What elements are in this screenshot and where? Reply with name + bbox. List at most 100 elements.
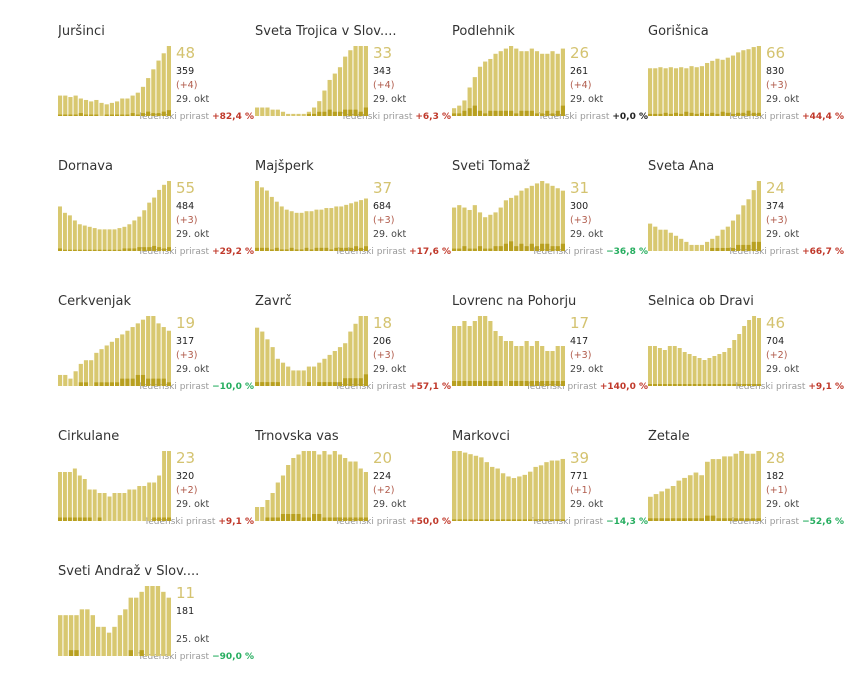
active-cases-bar: [312, 366, 317, 386]
active-cases-bar: [150, 586, 155, 656]
active-cases-bar: [555, 53, 560, 116]
sparkline-chart: [255, 181, 368, 251]
new-cases-bar: [498, 246, 503, 251]
new-cases-bar: [519, 110, 524, 116]
new-cases-bar: [140, 374, 146, 386]
active-cases-bar: [519, 51, 524, 116]
active-cases-bar: [349, 203, 354, 251]
weekly-growth: Tedenski prirast +29,2 %: [138, 247, 254, 257]
cumulative-count: 343: [373, 66, 392, 77]
new-cases-bar: [648, 518, 653, 521]
weekly-growth-label: Tedenski prirast: [335, 382, 407, 392]
active-cases-bar: [467, 209, 472, 251]
new-cases-bar: [329, 249, 334, 251]
municipality-name: Lovrenc na Pohorju: [452, 294, 577, 309]
municipality-card: Lovrenc na Pohorju 17 417 (+3) 29. okt Tedens…: [452, 294, 648, 429]
active-cases-bar: [710, 60, 715, 116]
active-cases-bar: [705, 241, 710, 251]
active-cases-bar: [462, 100, 467, 116]
active-cases-bar: [99, 102, 104, 116]
new-cases-bar: [457, 248, 462, 251]
active-cases-bar: [72, 468, 77, 521]
new-cases-bar: [127, 248, 132, 251]
current-value: 39: [570, 449, 590, 467]
new-cases-bar: [744, 518, 750, 521]
new-cases-bar: [349, 247, 354, 251]
new-cases-bar: [125, 378, 130, 386]
new-cases-bar: [707, 384, 712, 386]
active-cases-bar: [534, 51, 540, 116]
active-cases-bar: [279, 206, 284, 251]
active-cases-bar: [509, 46, 514, 116]
active-cases-bar: [135, 323, 140, 386]
new-cases-bar: [676, 518, 682, 521]
municipality-card: Gorišnica 66 830 (+3) 29. okt Tedenski priras…: [648, 24, 844, 159]
active-cases-bar: [483, 217, 488, 251]
new-cases-bar: [265, 382, 270, 386]
active-cases-bar: [509, 341, 514, 386]
new-cases-bar: [498, 381, 503, 386]
active-cases-bar: [752, 316, 757, 386]
active-cases-bar: [519, 346, 524, 386]
new-cases-bar: [457, 519, 462, 521]
new-cases-bar: [488, 110, 493, 116]
new-cases-bar: [694, 113, 699, 116]
new-cases-bar: [517, 519, 522, 521]
new-cases-bar: [72, 249, 77, 251]
active-cases-bar: [280, 362, 286, 386]
active-cases-bar: [720, 229, 725, 251]
active-cases-bar: [687, 354, 692, 386]
new-cases-bar: [514, 246, 519, 251]
date-label: 29. okt: [766, 364, 800, 375]
active-cases-bar: [255, 181, 259, 251]
active-cases-bar: [694, 244, 699, 251]
weekly-growth: Tedenski prirast +82,4 %: [138, 112, 254, 122]
weekly-growth-percent: +9,1 %: [808, 382, 844, 392]
cumulative-count: 181: [176, 606, 195, 617]
weekly-growth-percent: −90,0 %: [212, 652, 254, 662]
active-cases-bar: [270, 347, 275, 386]
active-cases-bar: [545, 183, 550, 251]
new-cases-bar: [747, 384, 752, 386]
new-cases-bar: [488, 248, 493, 251]
new-cases-bar: [741, 244, 746, 251]
new-cases-bar: [343, 109, 348, 116]
active-cases-bar: [498, 51, 503, 116]
new-cases-bar: [135, 374, 140, 386]
new-cases-bar: [750, 518, 756, 521]
active-cases-bar: [73, 371, 78, 386]
new-cases-bar: [692, 384, 697, 386]
active-cases-bar: [162, 184, 167, 251]
active-cases-bar: [139, 591, 144, 656]
new-cases-bar: [327, 382, 332, 386]
new-cases-bar: [472, 248, 477, 251]
active-cases-bar: [348, 461, 353, 521]
new-cases-bar: [498, 110, 503, 116]
new-cases-bar: [363, 374, 368, 386]
active-cases-bar: [89, 101, 94, 116]
new-cases-bar: [72, 517, 77, 521]
active-cases-bar: [137, 486, 142, 521]
date-label: 29. okt: [373, 364, 407, 375]
active-cases-bar: [457, 205, 462, 251]
active-cases-bar: [306, 451, 311, 521]
active-cases-bar: [363, 46, 368, 116]
new-cases-bar: [279, 249, 284, 251]
active-cases-bar: [332, 73, 337, 116]
new-cases-bar: [125, 114, 130, 116]
new-cases-bar: [130, 113, 135, 116]
new-cases-bar: [756, 112, 761, 116]
active-cases-bar: [452, 451, 457, 521]
active-cases-bar: [363, 316, 368, 386]
active-cases-bar: [677, 348, 682, 386]
new-cases-bar: [545, 110, 550, 116]
active-cases-bar: [270, 109, 275, 116]
new-cases-bar: [737, 384, 742, 386]
active-cases-bar: [146, 316, 151, 386]
weekly-growth-percent: −14,3 %: [606, 517, 648, 527]
new-cases-bar: [452, 519, 457, 521]
active-cases-bar: [524, 341, 529, 386]
municipality-card: Dornava 55 484 (+3) 29. okt Tedenski prirast +…: [58, 159, 254, 294]
active-cases-bar: [146, 78, 151, 116]
new-cases-bar: [112, 249, 117, 251]
